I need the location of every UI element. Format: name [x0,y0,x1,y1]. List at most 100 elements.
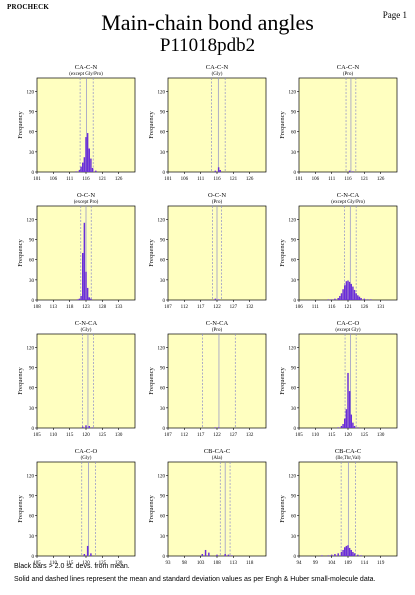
histogram-bar [363,298,366,300]
x-tick-label: 99 [313,561,319,566]
histogram-bar [217,167,220,172]
histogram-bar [81,426,84,428]
x-tick-label: 112 [181,433,189,438]
y-tick-label: 120 [27,218,35,223]
x-tick-label: 104 [328,561,336,566]
histogram-bar [330,554,333,556]
y-tick-label: 120 [27,346,35,351]
histogram-bar [345,545,348,556]
histogram-bar [347,280,349,300]
chart-subtitle: (Pro) [212,328,223,333]
x-tick-label: 127 [230,305,238,310]
x-tick-label: 122 [213,305,221,310]
histogram-bar [214,427,217,428]
histogram-bar [350,549,353,556]
y-tick-label: 30 [29,407,35,412]
chart-panel: CB-CA-C(Ala) Frequency 0 30 60 90 120 93 98 103 10… [148,448,267,566]
y-tick-label: 0 [294,299,297,304]
y-axis-label: Frequency [148,495,155,523]
y-axis-label: Frequency [148,367,155,395]
y-axis-label: Frequency [279,495,286,523]
histogram-bar [337,553,339,556]
histogram-bar [85,425,87,428]
x-tick-label: 126 [361,305,369,310]
chart-subtitle: (Pro) [343,72,354,77]
x-tick-label: 117 [197,305,205,310]
chart-title: C-N-CA [75,320,98,327]
chart-title: CA-C-N [75,64,98,71]
y-tick-label: 30 [29,535,35,540]
y-tick-label: 0 [32,171,35,176]
x-tick-label: 117 [197,433,205,438]
y-tick-label: 30 [160,279,166,284]
histogram-bar [360,297,362,300]
plot-area [36,333,136,429]
footer-legend-note: Solid and dashed lines represent the mea… [14,576,376,583]
program-name: PROCHECK [7,3,50,11]
histogram-bar [339,295,341,300]
histogram-bar [85,137,87,172]
histogram-bar [358,296,361,300]
y-tick-label: 120 [158,346,166,351]
histogram-bar [360,555,362,556]
x-tick-label: 120 [344,433,352,438]
x-tick-label: 106 [50,177,58,182]
histogram-bar [95,170,97,172]
y-tick-label: 30 [29,151,35,156]
x-tick-label: 106 [181,177,189,182]
histogram-bar [86,545,89,556]
x-tick-label: 121 [99,177,107,182]
histogram-bar [334,298,336,300]
chart-title: CB-CA-C [335,448,361,455]
x-tick-label: 101 [33,177,41,182]
chart-panel: O-C-N(Pro) Frequency 0 30 60 90 120 107 112 117 12… [148,192,267,310]
x-tick-label: 107 [164,305,172,310]
x-tick-label: 109 [344,561,352,566]
x-tick-label: 107 [164,433,172,438]
y-tick-label: 0 [163,427,166,432]
plot-area [167,77,267,173]
x-tick-label: 110 [50,433,58,438]
chart-panel: C-N-CA(except Gly/Pro) Frequency 0 30 60 90 12… [279,192,398,310]
y-tick-label: 30 [160,151,166,156]
x-tick-label: 108 [33,305,41,310]
y-tick-label: 90 [29,111,35,116]
histogram-bar [75,171,77,172]
y-tick-label: 0 [32,427,35,432]
chart-panel: C-N-CA(Pro) Frequency 0 30 60 90 120 107 112 117 1… [148,320,267,438]
x-tick-label: 108 [213,561,221,566]
histogram-bar [216,554,218,556]
chart-title: O-C-N [77,192,95,199]
y-tick-label: 90 [29,495,35,500]
chart-panel: CA-C-O(except Gly) Frequency 0 30 60 90 120 105… [279,320,398,438]
y-tick-label: 0 [32,299,35,304]
chart-subtitle: (Pro) [212,200,223,205]
structure-id: P11018pdb2 [159,35,256,56]
chart-panel: CA-C-N(except Gly/Pro) Frequency 0 30 60 90 12… [17,64,136,182]
histogram-bar [352,286,354,300]
x-tick-label: 125 [99,433,107,438]
y-tick-label: 30 [160,407,166,412]
chart-panel: O-C-N(except Pro) Frequency 0 30 60 90 120 108 1… [17,192,136,310]
histogram-bar [88,148,91,172]
x-tick-label: 105 [33,433,41,438]
histogram-bar [353,289,356,300]
chart-title: CA-C-N [337,64,360,71]
histogram-bar [217,299,220,300]
y-axis-label: Frequency [17,367,24,395]
histogram-bar [352,551,354,556]
x-tick-label: 111 [312,305,320,310]
plot-area [167,461,267,557]
x-tick-label: 114 [361,561,369,566]
y-tick-label: 30 [291,407,297,412]
y-tick-label: 90 [291,367,297,372]
x-tick-label: 113 [230,561,238,566]
x-tick-label: 126 [115,177,123,182]
histogram-bar [78,169,81,172]
x-tick-label: 98 [182,561,188,566]
x-tick-label: 110 [50,561,58,566]
histogram-bar [350,283,353,300]
histogram-bar [348,391,351,428]
x-tick-label: 120 [82,561,90,566]
page-number: Page 1 [382,10,407,20]
